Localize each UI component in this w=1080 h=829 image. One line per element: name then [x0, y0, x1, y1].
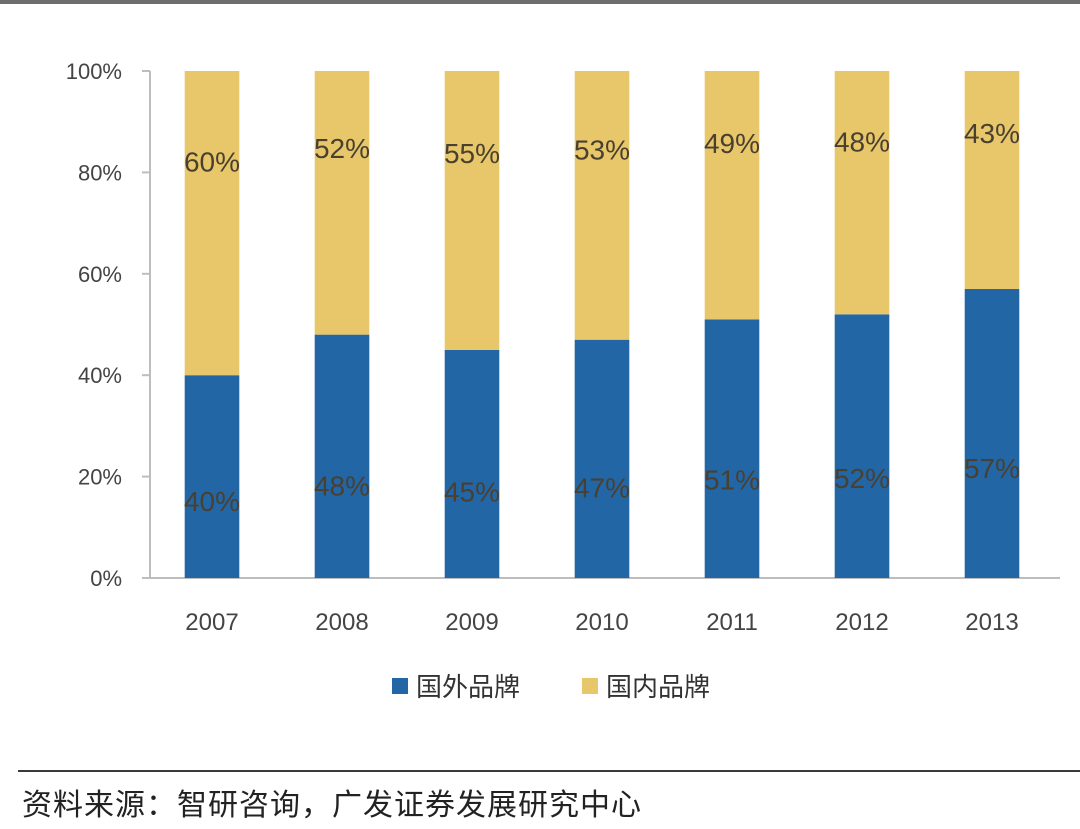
bar-domestic-brand [834, 71, 890, 315]
y-tick-label: 60% [78, 262, 122, 287]
bar-domestic-brand [184, 71, 240, 376]
data-label: 53% [574, 135, 630, 166]
data-label: 40% [184, 486, 240, 517]
data-label: 48% [314, 471, 370, 502]
bar-domestic-brand [314, 71, 370, 335]
bar-foreign-brand [444, 349, 500, 578]
x-category-label: 2009 [445, 609, 498, 636]
legend-swatch-foreign [392, 678, 408, 694]
stacked-bar-chart: 0%20%40%60%80%100% 2007 2008 2009 2010 2011 2… [66, 59, 1060, 703]
data-label: 45% [444, 476, 500, 507]
bar-foreign-brand [314, 334, 370, 578]
legend: 国外品牌 国内品牌 [392, 673, 710, 703]
data-label: 52% [834, 463, 890, 494]
data-label: 48% [834, 126, 890, 157]
x-category-label: 2007 [185, 609, 238, 636]
bar-domestic-brand [574, 71, 630, 340]
y-tick-label: 40% [78, 363, 122, 388]
y-tick-label: 20% [78, 465, 122, 490]
data-label: 43% [964, 118, 1020, 149]
legend-swatch-domestic [582, 678, 598, 694]
y-tick-label: 0% [90, 566, 122, 591]
data-label: 52% [314, 133, 370, 164]
data-label: 51% [704, 465, 760, 496]
x-category-label: 2011 [706, 609, 758, 636]
data-label: 47% [574, 472, 630, 503]
bar-domestic-brand [964, 71, 1020, 290]
bar-domestic-brand [704, 71, 760, 320]
x-category-label: 2010 [575, 609, 628, 636]
y-tick-label: 100% [66, 59, 122, 84]
data-labels-group: 40% 60% 48% 52% 45% 55% 47% 53% 51% 49% 52% 48% 57% 4… [184, 118, 1020, 517]
bar-domestic-brand [444, 71, 500, 350]
bar-foreign-brand [834, 314, 890, 578]
x-category-label: 2012 [835, 609, 888, 636]
source-note: 资料来源：智研咨询，广发证券发展研究中心 [22, 788, 642, 823]
y-axis: 0% 20% 40% 60% 80% 100% [66, 59, 151, 591]
x-axis: 2007 2008 2009 2010 2011 2012 2013 [150, 577, 1060, 636]
x-category-label: 2013 [965, 609, 1018, 636]
y-tick-label: 80% [78, 160, 122, 185]
bars-group [184, 71, 1020, 578]
bar-foreign-brand [964, 289, 1020, 578]
x-category-label: 2008 [315, 609, 368, 636]
bar-foreign-brand [574, 339, 630, 578]
legend-label: 国内品牌 [606, 673, 710, 703]
data-label: 49% [704, 128, 760, 159]
bar-foreign-brand [184, 375, 240, 578]
bar-foreign-brand [704, 319, 760, 578]
data-label: 57% [964, 453, 1020, 484]
data-label: 55% [444, 138, 500, 169]
legend-label: 国外品牌 [416, 673, 520, 703]
bottom-rule [18, 770, 1080, 772]
data-label: 60% [184, 146, 240, 177]
top-rule [0, 0, 1080, 4]
